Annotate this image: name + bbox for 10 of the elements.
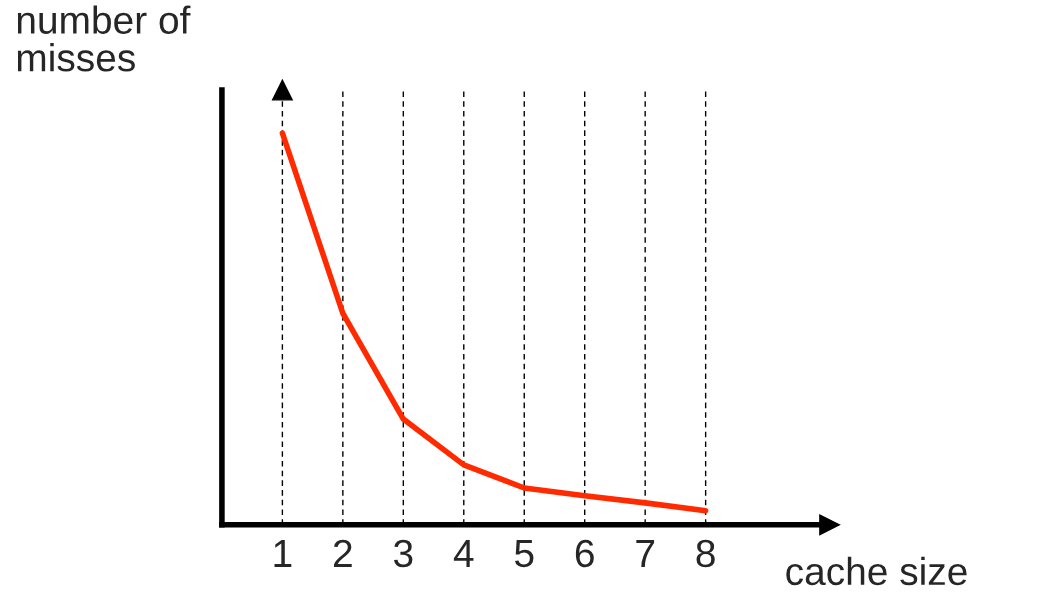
x-tick-label: 2: [333, 539, 352, 567]
x-tick-label: 6: [575, 539, 594, 568]
x-tick-label: 5: [514, 540, 534, 568]
y-axis-title: number of misses: [17, 5, 191, 72]
x-axis-title: cache size: [786, 556, 967, 586]
x-tick-label: 1: [274, 540, 292, 567]
x-tick-label: 8: [696, 539, 715, 568]
x-tick-label: 7: [636, 540, 655, 567]
x-tick-label: 3: [393, 539, 413, 568]
x-tick-label: 4: [453, 540, 474, 567]
